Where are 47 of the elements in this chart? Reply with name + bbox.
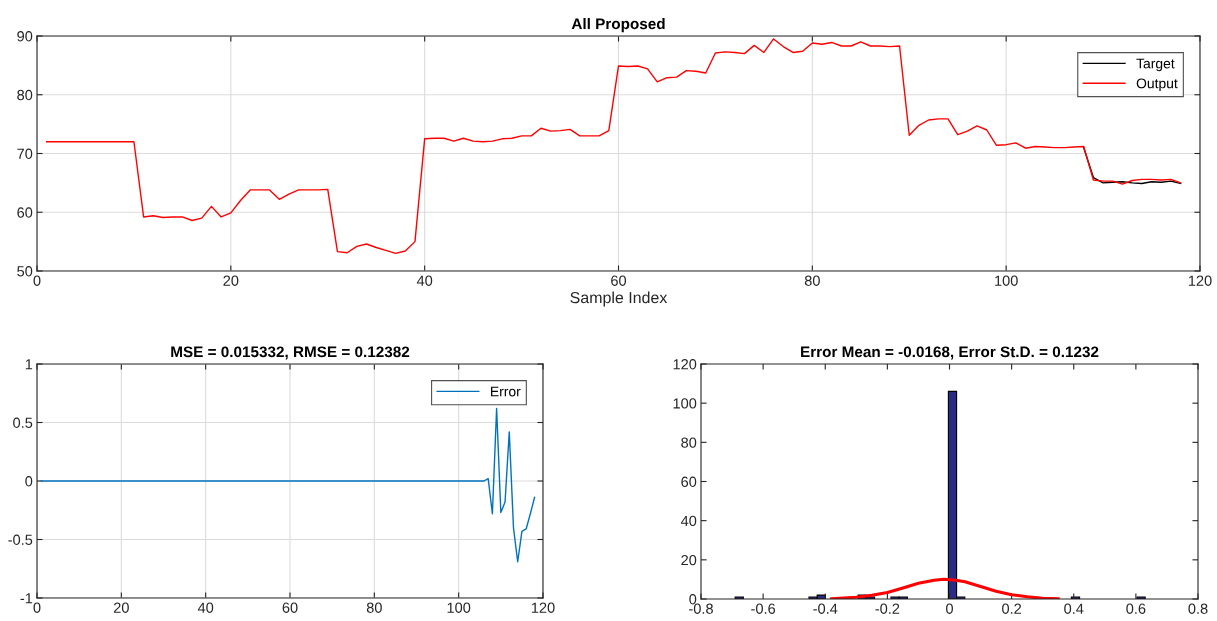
y-tick-label: -0.5	[8, 534, 33, 545]
y-tick-label: 90	[17, 31, 33, 42]
x-tick-label: 0	[33, 275, 41, 286]
y-tick-label: 70	[17, 148, 33, 159]
x-tick-label: 0.4	[1064, 603, 1084, 614]
y-tick-label: 20	[681, 554, 697, 566]
x-tick-label: 20	[113, 602, 129, 613]
x-tick-label: 40	[416, 275, 433, 286]
chart-title: MSE = 0.015332, RMSE = 0.12382	[171, 346, 410, 360]
x-tick-label: 120	[531, 602, 555, 613]
x-tick-label: 120	[1188, 275, 1212, 286]
chart-title: All Proposed	[571, 17, 665, 33]
x-tick-label: 0.6	[1126, 603, 1146, 614]
legend-label: Target	[1136, 58, 1175, 72]
x-tick-label: 20	[223, 275, 239, 286]
x-tick-label: 0	[33, 602, 41, 613]
x-tick-label: 100	[995, 275, 1018, 286]
x-tick-label: -0.2	[875, 603, 900, 614]
y-tick-label: 80	[681, 437, 697, 448]
x-tick-label: -0.6	[751, 603, 776, 614]
chart-title: Error Mean = -0.0168, Error St.D. = 0.1232	[801, 346, 1099, 360]
x-tick-label: 100	[447, 602, 471, 613]
y-tick-label: 50	[17, 266, 33, 277]
x-tick-label: -0.4	[813, 603, 838, 614]
y-tick-label: 60	[17, 207, 33, 218]
x-tick-label: 40	[197, 602, 214, 613]
x-tick-label: 0.2	[1002, 603, 1022, 614]
x-tick-label: 0.8	[1188, 603, 1208, 614]
y-tick-label: -1	[20, 593, 33, 604]
y-tick-label: 0.5	[13, 417, 33, 428]
x-tick-label: 60	[282, 602, 298, 613]
y-tick-label: 0	[689, 594, 697, 605]
x-tick-label: 0	[946, 603, 953, 614]
y-tick-label: 100	[673, 398, 697, 409]
legend-label: Output	[1136, 78, 1178, 92]
x-tick-label: 60	[611, 275, 627, 286]
x-axis-title: Sample Index	[570, 291, 668, 307]
y-tick-label: 120	[673, 359, 697, 370]
legend-label: Error	[491, 386, 521, 397]
x-tick-label: 80	[366, 602, 382, 613]
y-tick-label: 0	[25, 476, 33, 487]
y-tick-label: 1	[25, 359, 33, 370]
y-tick-label: 80	[17, 89, 33, 101]
y-tick-label: 40	[680, 515, 697, 527]
x-tick-label: 80	[804, 275, 820, 286]
x-tick-label: -0.8	[689, 603, 713, 614]
y-tick-label: 60	[681, 476, 697, 487]
